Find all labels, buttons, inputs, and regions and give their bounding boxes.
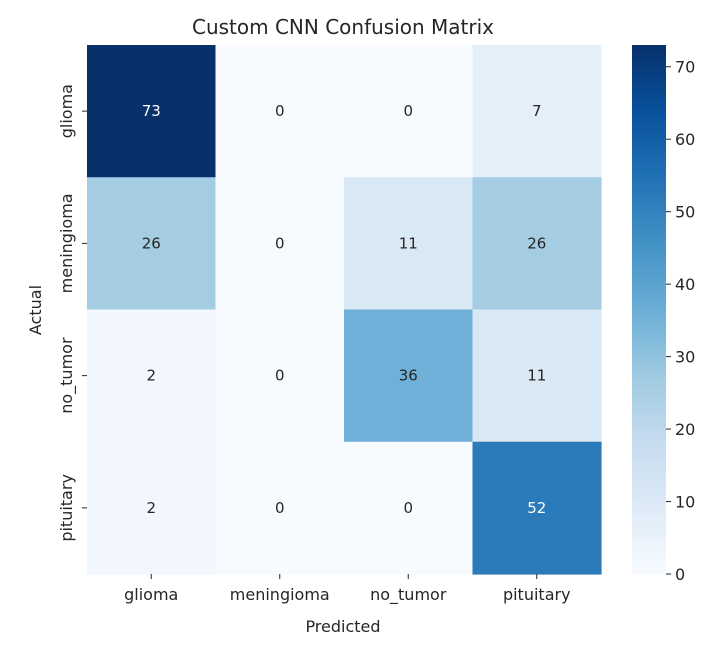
colorbar-ticks: 0 10 20 30 40 50 60 70 (666, 58, 695, 584)
cell-value-label: 52 (527, 499, 546, 517)
x-tick-label: pituitary (503, 585, 571, 604)
heatmap-cell (215, 309, 345, 443)
y-tick-label: meningioma (57, 193, 76, 293)
cell-value-label: 36 (399, 367, 418, 385)
heatmap-cell (344, 45, 474, 178)
cell-value-label: 0 (275, 102, 285, 120)
heatmap-cells (87, 45, 602, 575)
y-axis-label: Actual (26, 285, 45, 335)
chart-title: Custom CNN Confusion Matrix (192, 15, 494, 39)
cell-value-label: 0 (403, 499, 413, 517)
colorbar-tick-label: 40 (675, 275, 695, 294)
colorbar-tick-label: 70 (675, 58, 695, 77)
cell-value-label: 11 (527, 367, 546, 385)
x-axis: glioma meningioma no_tumor pituitary (124, 574, 571, 605)
x-tick-label: no_tumor (370, 585, 447, 605)
colorbar-tick-label: 60 (675, 130, 695, 149)
cell-value-label: 0 (403, 102, 413, 120)
cell-value-label: 11 (399, 234, 418, 252)
cell-value-label: 26 (142, 234, 161, 252)
heatmap-annotations: 73 0 0 7 26 0 11 26 2 0 36 11 2 0 0 52 (142, 102, 547, 517)
cell-value-label: 0 (275, 499, 285, 517)
cell-value-label: 2 (146, 367, 156, 385)
cell-value-label: 0 (275, 234, 285, 252)
heatmap-cell (215, 441, 345, 575)
heatmap-cell (472, 45, 602, 178)
x-axis-label: Predicted (305, 617, 380, 636)
heatmap-cell (472, 177, 602, 311)
colorbar (632, 45, 666, 574)
cell-value-label: 73 (142, 102, 161, 120)
cell-value-label: 26 (527, 234, 546, 252)
colorbar-tick-label: 0 (675, 565, 685, 584)
heatmap-cell (87, 309, 217, 443)
colorbar-tick-label: 30 (675, 348, 695, 367)
heatmap-cell (87, 177, 217, 311)
colorbar-tick-label: 20 (675, 420, 695, 439)
cell-value-label: 7 (532, 102, 542, 120)
colorbar-tick-label: 10 (675, 493, 695, 512)
y-axis: glioma meningioma no_tumor pituitary (57, 84, 87, 542)
heatmap-cell (472, 441, 602, 575)
heatmap-cell (215, 45, 345, 178)
x-tick-label: meningioma (230, 585, 330, 604)
y-tick-label: no_tumor (57, 337, 77, 414)
heatmap-cell (87, 441, 217, 575)
y-tick-label: glioma (57, 84, 76, 138)
heatmap-cell (215, 177, 345, 311)
heatmap-cell (344, 177, 474, 311)
colorbar-tick-label: 50 (675, 203, 695, 222)
x-tick-label: glioma (124, 585, 178, 604)
heatmap-cell (472, 309, 602, 443)
heatmap-cell (344, 441, 474, 575)
heatmap-cell (344, 309, 474, 443)
y-tick-label: pituitary (57, 474, 76, 542)
cell-value-label: 0 (275, 367, 285, 385)
heatmap-cell (87, 45, 217, 178)
cell-value-label: 2 (146, 499, 156, 517)
